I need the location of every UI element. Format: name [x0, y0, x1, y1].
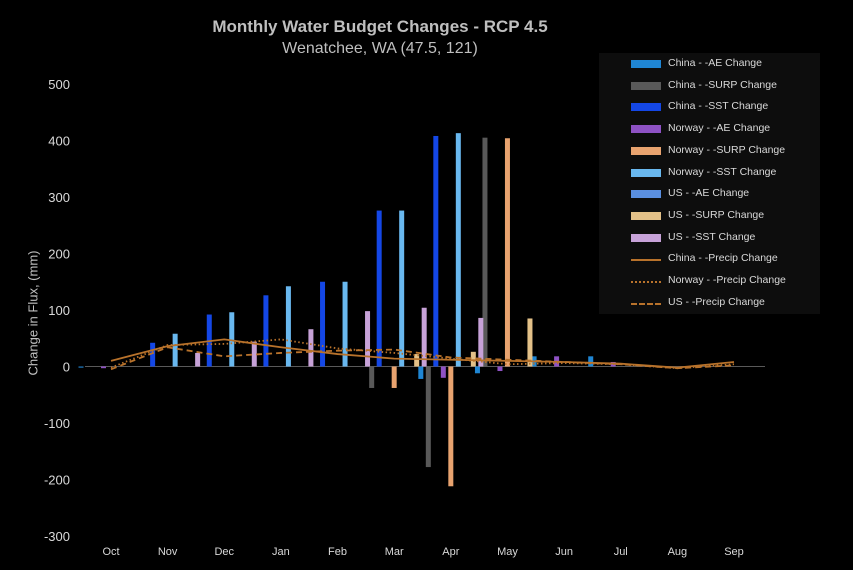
legend-swatch — [631, 259, 661, 262]
legend-item: Norway - -AE Change — [599, 120, 820, 138]
bar — [263, 295, 269, 367]
legend-item: China - -Precip Change — [599, 250, 820, 268]
bar — [418, 366, 424, 379]
legend-label: China - -Precip Change — [668, 252, 778, 265]
bar — [376, 210, 382, 367]
legend-swatch — [631, 103, 661, 112]
bar — [150, 342, 156, 367]
bar — [440, 366, 446, 378]
y-tick-label: 400 — [48, 134, 70, 149]
legend-swatch — [631, 302, 661, 305]
y-tick-label: 300 — [48, 190, 70, 205]
legend-label: China - -SURP Change — [668, 78, 777, 91]
series-line — [110, 346, 735, 371]
legend-label: China - -AE Change — [668, 57, 762, 69]
bar — [229, 312, 235, 367]
bar — [78, 366, 84, 368]
bar — [399, 210, 405, 367]
y-tick-label: -300 — [44, 529, 70, 544]
bar — [433, 135, 439, 367]
x-tick-label: Jul — [614, 546, 628, 558]
legend-swatch — [631, 125, 661, 134]
legend-swatch — [631, 146, 661, 155]
x-tick-label: Mar — [385, 546, 404, 558]
legend-item: US - -SST Change — [599, 229, 820, 247]
y-tick-label: 100 — [48, 303, 70, 318]
legend-swatch — [631, 281, 661, 283]
bar — [527, 318, 533, 367]
legend-label: Norway - -Precip Change — [668, 274, 786, 286]
legend-label: Norway - -AE Change — [668, 122, 771, 135]
legend-item: Norway - -SST Change — [599, 164, 820, 182]
y-tick-label: 0 — [63, 360, 70, 375]
y-axis-label: Change in Flux, (mm) — [25, 250, 41, 376]
chart-subtitle: Wenatchee, WA (47.5, 121) — [282, 40, 478, 57]
bar — [251, 341, 257, 367]
legend-label: Norway - -SURP Change — [668, 143, 786, 156]
legend-item: Norway - -SURP Change — [599, 142, 820, 160]
bar — [482, 137, 488, 367]
legend-item: US - -SURP Change — [599, 207, 820, 225]
x-tick-label: Nov — [158, 546, 178, 558]
y-tick-label: 500 — [48, 77, 70, 92]
bar — [588, 356, 594, 367]
bar — [369, 366, 375, 388]
bar — [365, 311, 371, 367]
legend-label: US - -SURP Change — [668, 208, 765, 221]
bar — [320, 281, 326, 367]
x-tick-label: Dec — [214, 546, 234, 558]
legend-item: China - -AE Change — [599, 55, 820, 73]
bar — [504, 138, 510, 367]
legend-item: China - -SST Change — [599, 98, 820, 116]
legend-swatch — [631, 211, 661, 220]
chart-legend: China - -AE Change China - -SURP Change Ch… — [599, 53, 820, 314]
x-tick-label: Oct — [102, 546, 119, 558]
legend-item: Norway - -Precip Change — [599, 272, 820, 290]
legend-swatch — [631, 60, 661, 68]
legend-label: US - -Precip Change — [668, 295, 765, 308]
bar — [195, 352, 201, 367]
y-tick-label: 200 — [48, 247, 70, 262]
y-tick-label: -200 — [44, 473, 70, 488]
x-tick-label: Sep — [724, 546, 744, 558]
bar — [474, 366, 480, 374]
bar — [308, 329, 314, 367]
legend-swatch — [631, 233, 661, 242]
x-tick-label: May — [497, 546, 518, 558]
bar — [497, 366, 503, 372]
bar — [414, 354, 420, 367]
bar — [285, 286, 291, 367]
x-tick-label: Feb — [328, 546, 347, 558]
legend-label: China - -SST Change — [668, 100, 769, 113]
x-tick-label: Jun — [555, 546, 573, 558]
legend-item: China - -SURP Change — [599, 77, 820, 95]
bar — [478, 317, 484, 367]
y-tick-label: -100 — [44, 416, 70, 431]
bar — [470, 351, 476, 367]
legend-swatch — [631, 190, 661, 199]
legend-swatch — [631, 81, 661, 90]
legend-item: US - -Precip Change — [599, 294, 820, 312]
bar — [172, 333, 178, 367]
legend-label: Norway - -SST Change — [668, 165, 777, 178]
legend-swatch — [631, 168, 661, 177]
bar — [448, 366, 454, 487]
bar — [101, 366, 106, 369]
legend-label: US - -SST Change — [668, 230, 756, 243]
bar — [391, 366, 397, 388]
x-tick-label: Jan — [272, 546, 290, 558]
bar — [342, 281, 348, 367]
bar — [425, 366, 431, 468]
chart-title: Monthly Water Budget Changes - RCP 4.5 — [212, 17, 548, 36]
x-tick-label: Apr — [442, 546, 459, 558]
x-tick-label: Aug — [668, 546, 688, 558]
legend-label: US - -AE Change — [668, 187, 750, 200]
legend-item: US - -AE Change — [599, 185, 820, 203]
bar — [455, 133, 461, 367]
bar — [421, 307, 427, 367]
